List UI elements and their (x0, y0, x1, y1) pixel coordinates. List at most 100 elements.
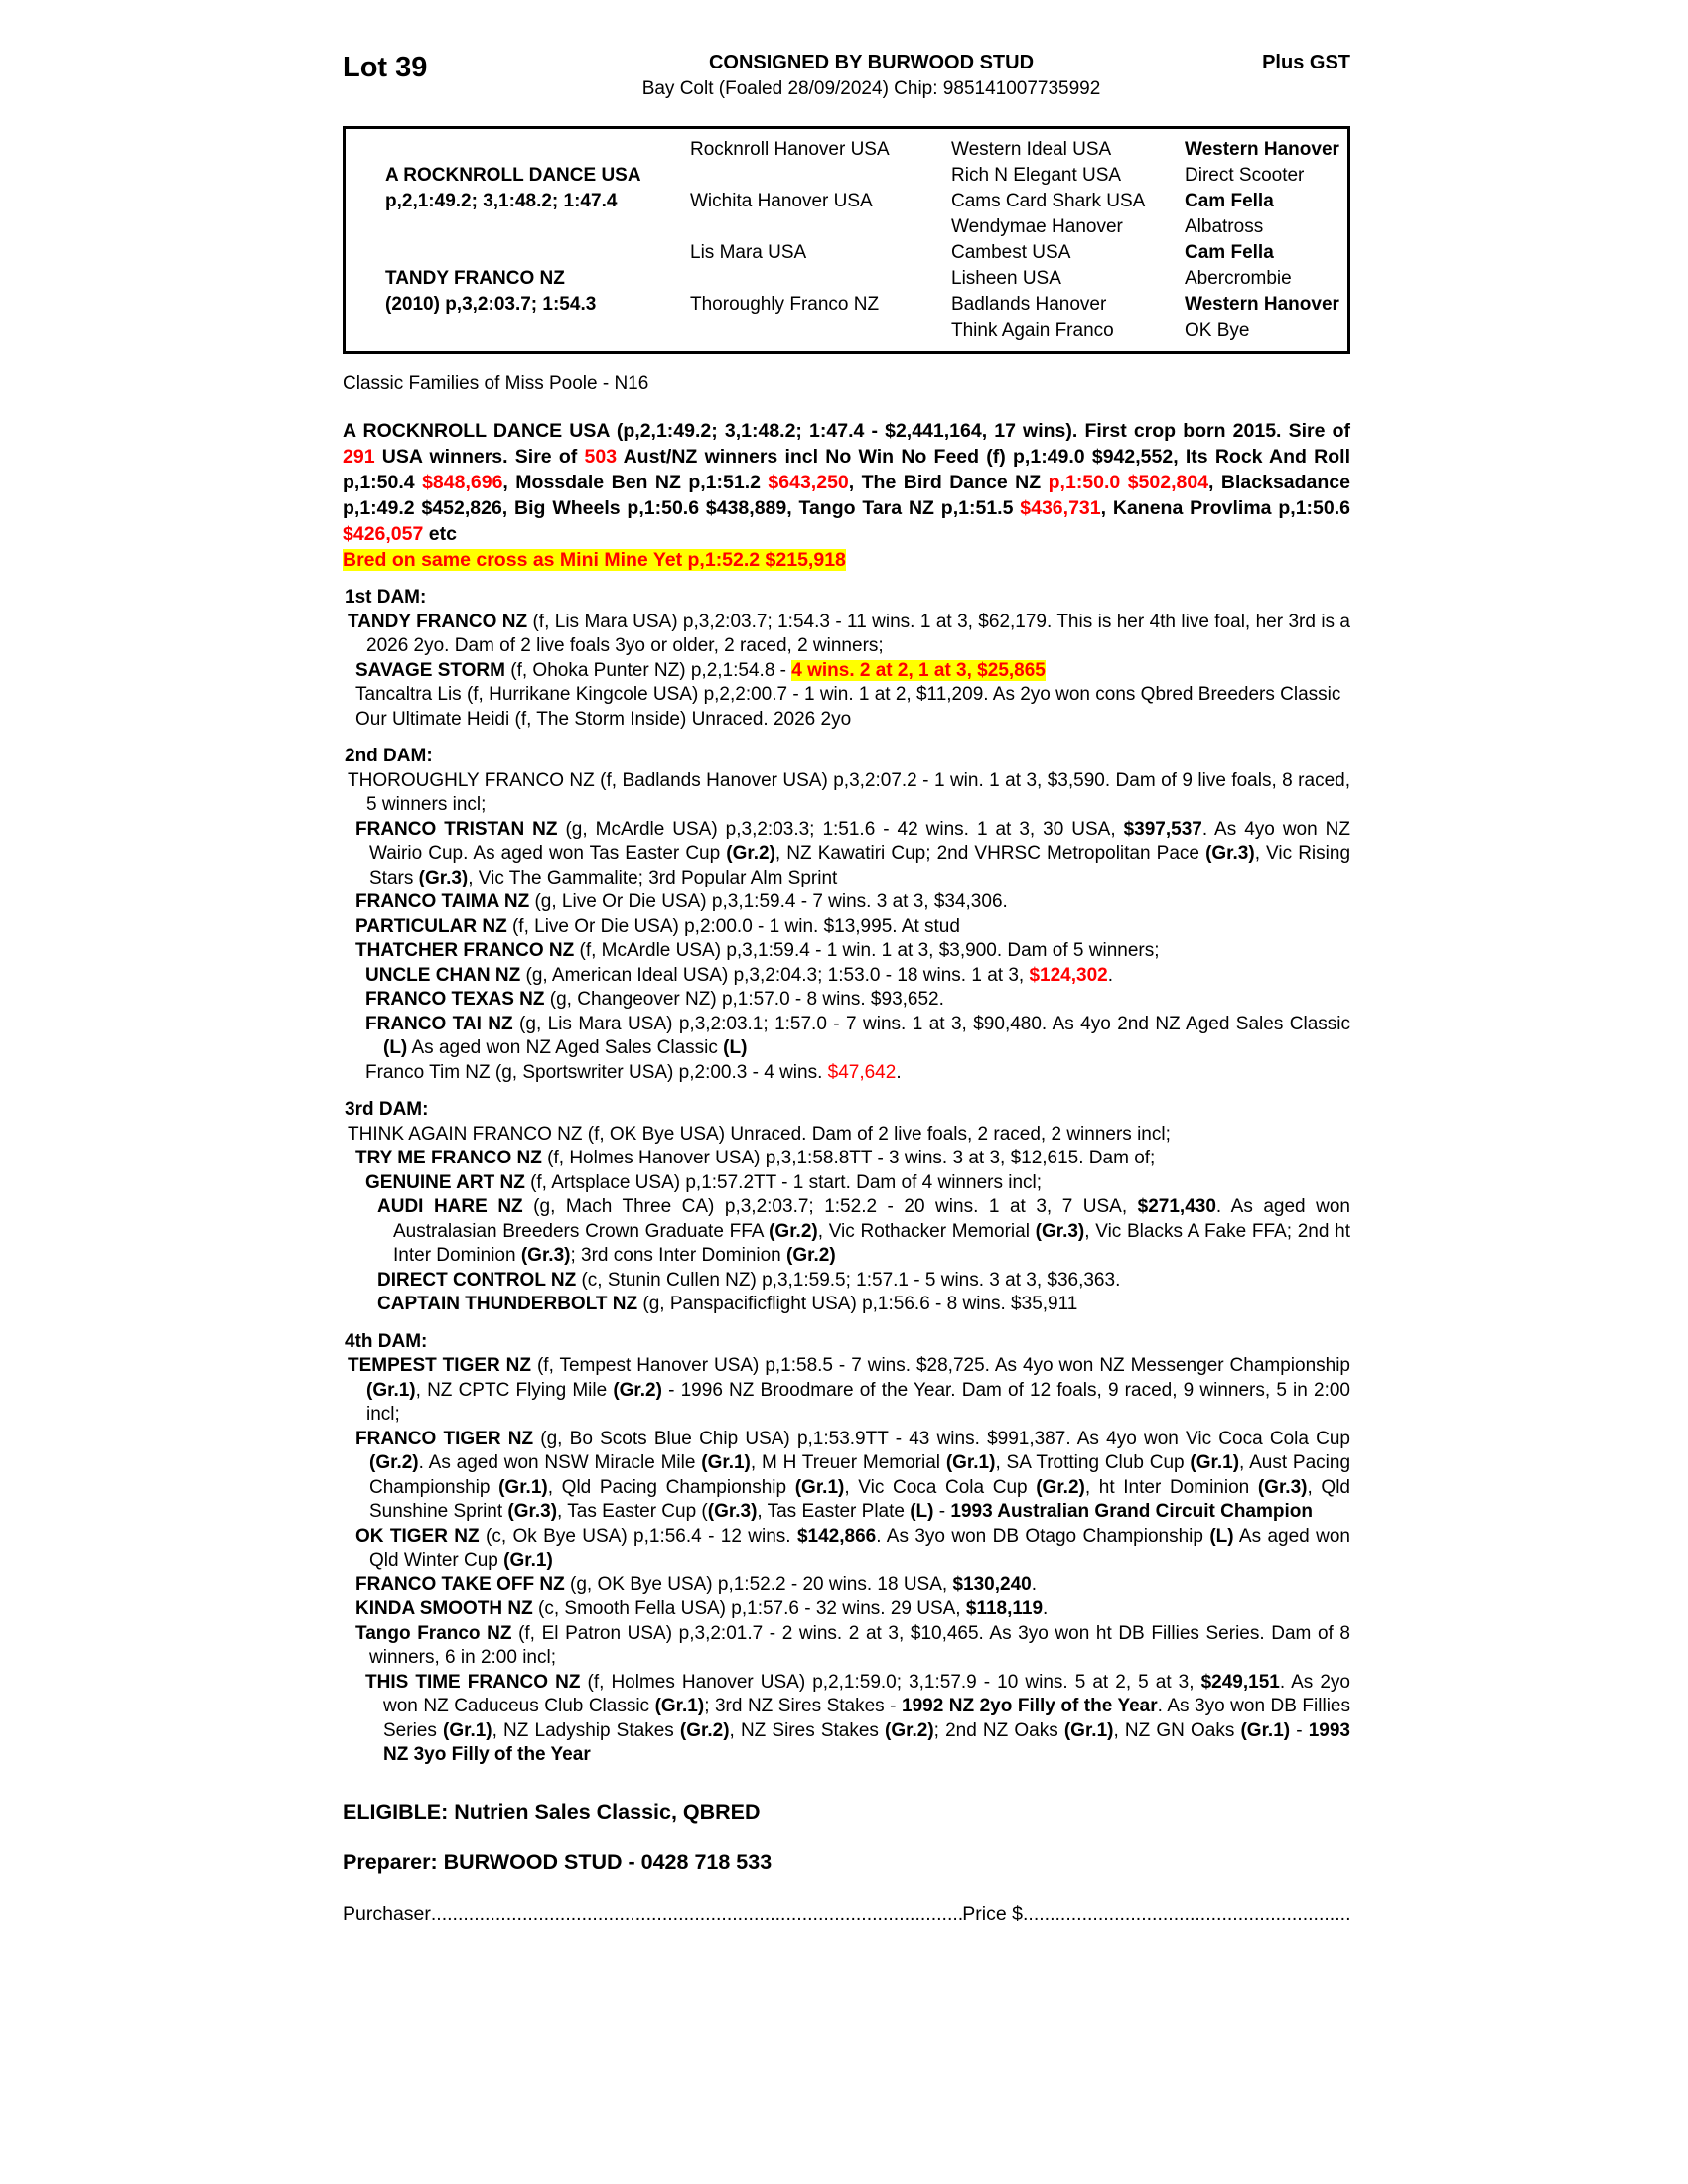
text-run: $47,642 (827, 1061, 897, 1083)
pedigree-cell (385, 137, 690, 163)
pedigree-entry: FRANCO TIGER NZ (g, Bo Scots Blue Chip U… (343, 1428, 1350, 1525)
text-run: AUDI HARE NZ (377, 1196, 534, 1217)
text-run: (Gr.3) (1035, 1220, 1085, 1242)
sire-paragraph: A ROCKNROLL DANCE USA (p,2,1:49.2; 3,1:4… (343, 418, 1350, 547)
text-run: (Gr.1) (654, 1696, 705, 1716)
text-run: SAVAGE STORM (355, 659, 511, 681)
header-center: CONSIGNED BY BURWOOD STUD Bay Colt (Foal… (551, 52, 1192, 100)
text-run: Tancaltra Lis (f, Hurrikane Kingcole USA… (355, 684, 1341, 705)
text-run: $848,696 (422, 472, 503, 493)
pedigree-cell (385, 214, 690, 240)
text-run: (Gr.1) (498, 1476, 548, 1498)
text-run: (Gr.2) (1036, 1476, 1085, 1498)
text-run: . As 3yo won DB Fillies Series (383, 1696, 1350, 1741)
pedigree-cell (690, 214, 951, 240)
text-run: , Mossdale Ben NZ p,1:51.2 (502, 472, 769, 493)
text-run: (Gr.2) (613, 1379, 662, 1401)
pedigree-cell: Albatross (1185, 216, 1264, 237)
text-run: FRANCO TIGER NZ (355, 1428, 541, 1449)
pedigree-entry: THOROUGHLY FRANCO NZ (f, Badlands Hanove… (343, 769, 1350, 818)
text-run: (Gr.1) (945, 1452, 996, 1473)
text-run: , Qld Sunshine Sprint (369, 1476, 1350, 1523)
text-run: THATCHER FRANCO NZ (355, 940, 580, 961)
text-run: , NZ GN Oaks (1113, 1719, 1241, 1741)
text-run: (f, Tempest Hanover USA) p,1:58.5 - 7 wi… (536, 1355, 1350, 1376)
pedigree-entry: SAVAGE STORM (f, Ohoka Punter NZ) p,2,1:… (343, 659, 1350, 684)
foal-details: Bay Colt (Foaled 28/09/2024) Chip: 98514… (641, 78, 1101, 99)
text-run: Aust/NZ winners incl No Win No Feed (f) … (343, 446, 1350, 493)
pedigree-entry: Our Ultimate Heidi (f, The Storm Inside)… (343, 708, 1350, 733)
pedigree-entry: GENUINE ART NZ (f, Artsplace USA) p,1:57… (343, 1171, 1350, 1196)
text-run: , Tas Easter Plate (757, 1501, 911, 1522)
text-run: (Gr.1) (503, 1550, 553, 1570)
pedigree-entry: Franco Tim NZ (g, Sportswriter USA) p,2:… (343, 1061, 1350, 1086)
text-run: , NZ Ladyship Stakes (492, 1719, 680, 1741)
pedigree-entry: FRANCO TEXAS NZ (g, Changeover NZ) p,1:5… (343, 988, 1350, 1013)
text-run: (Gr.1) (1190, 1452, 1240, 1473)
text-run: THINK AGAIN FRANCO NZ (f, OK Bye USA) Un… (348, 1123, 1171, 1145)
text-run: TANDY FRANCO NZ (348, 611, 533, 632)
text-run: , Vic Coca Cola Cup (844, 1476, 1037, 1498)
text-run: Tango Franco NZ (355, 1622, 519, 1644)
text-run: 291 (343, 446, 375, 468)
text-run: (Gr.3) (1257, 1476, 1308, 1498)
purchaser-label: Purchaser (343, 1902, 431, 1925)
pedigree-cell: Cambest USA (951, 242, 1071, 263)
pedigree-entry: CAPTAIN THUNDERBOLT NZ (g, Panspacificfl… (343, 1293, 1350, 1317)
text-run: , Aust Pacing Championship (369, 1452, 1351, 1498)
pedigree-cell: A ROCKNROLL DANCE USA (385, 165, 641, 186)
text-run: (g, American Ideal USA) p,3,2:04.3; 1:53… (525, 964, 1030, 986)
gst-note: Plus GST (1262, 52, 1350, 73)
text-run: As aged won NZ Aged Sales Classic (407, 1037, 724, 1058)
text-run: THOROUGHLY FRANCO NZ (f, Badlands Hanove… (348, 769, 1350, 816)
text-run: KINDA SMOOTH NZ (355, 1598, 539, 1619)
text-run: - (1290, 1719, 1309, 1741)
text-run: ; 3rd cons Inter Dominion (570, 1245, 787, 1266)
text-run: - (933, 1501, 951, 1522)
text-run: (Gr.3) (1205, 843, 1255, 864)
text-run: 4 wins. 2 at 2, 1 at 3, $25,865 (791, 659, 1046, 681)
dam-heading: 3rd DAM: (345, 1099, 429, 1120)
pedigree-entry: THINK AGAIN FRANCO NZ (f, OK Bye USA) Un… (343, 1123, 1350, 1148)
pedigree-entry: UNCLE CHAN NZ (g, American Ideal USA) p,… (343, 964, 1350, 989)
price-label: Price $ (962, 1902, 1023, 1925)
text-run: . (1031, 1573, 1037, 1595)
text-run: . As 4yo won NZ Wairio Cup. As aged won … (369, 818, 1350, 865)
price-dotted-line: ........................................… (1023, 1902, 1350, 1925)
pedigree-table-body: Rocknroll Hanover USA Western Ideal USA We… (385, 137, 1341, 343)
text-run: UNCLE CHAN NZ (365, 964, 526, 986)
pedigree-cell (385, 240, 690, 266)
text-run: etc (423, 523, 457, 545)
text-run: (c, Stunin Cullen NZ) p,3,1:59.5; 1:57.1… (581, 1269, 1121, 1291)
text-run: FRANCO TAIMA NZ (355, 891, 535, 912)
text-run: (g, Lis Mara USA) p,3,2:03.1; 1:57.0 - 7… (519, 1013, 1350, 1034)
text-run: $436,731 (1020, 497, 1101, 519)
text-run: . (1107, 964, 1113, 986)
text-run: USA winners. Sire of (374, 446, 585, 468)
text-run: FRANCO TAI NZ (365, 1013, 520, 1034)
pedigree-row: p,2,1:49.2; 3,1:48.2; 1:47.4 Wichita Hano… (385, 189, 1341, 214)
purchaser-dotted-line: ........................................… (430, 1902, 962, 1925)
pedigree-cell: Cam Fella (1185, 242, 1274, 263)
text-run: (g, Live Or Die USA) p,3,1:59.4 - 7 wins… (534, 891, 1008, 912)
text-run: , Blacksadance p,1:49.2 $452,826, Big Wh… (343, 472, 1350, 519)
text-run: (g, Panspacificflight USA) p,1:56.6 - 8 … (642, 1294, 1078, 1314)
pedigree-cell (690, 163, 951, 189)
text-run: ; 3rd NZ Sires Stakes - (704, 1696, 902, 1716)
text-run: . As 3yo won DB Otago Championship (876, 1525, 1210, 1547)
text-run: $124,302 (1029, 964, 1108, 986)
lot-number: Lot 39 (343, 52, 428, 83)
text-run: (f, Lis Mara USA) p,3,2:03.7; 1:54.3 - 1… (366, 611, 1350, 657)
text-run: OK TIGER NZ (355, 1525, 487, 1547)
text-run: (L) (1209, 1525, 1234, 1547)
text-run: (g, Mach Three CA) p,3,2:03.7; 1:52.2 - … (533, 1196, 1138, 1217)
dam-sections: 1st DAM: TANDY FRANCO NZ (f, Lis Mara USA… (343, 586, 1350, 1768)
text-run: $271,430 (1137, 1196, 1216, 1217)
text-run: (g, Bo Scots Blue Chip USA) p,1:53.9TT -… (540, 1428, 1350, 1449)
purchaser-row: Purchaser...............................… (343, 1903, 1350, 1926)
text-run: A ROCKNROLL DANCE USA (p,2,1:49.2; 3,1:4… (343, 420, 1350, 442)
text-run: Franco Tim NZ (g, Sportswriter USA) p,2:… (365, 1061, 828, 1083)
pedigree-row: (2010) p,3,2:03.7; 1:54.3 Thoroughly Fran… (385, 292, 1341, 318)
text-run: PARTICULAR NZ (355, 915, 512, 937)
pedigree-entry: FRANCO TRISTAN NZ (g, McArdle USA) p,3,2… (343, 818, 1350, 891)
